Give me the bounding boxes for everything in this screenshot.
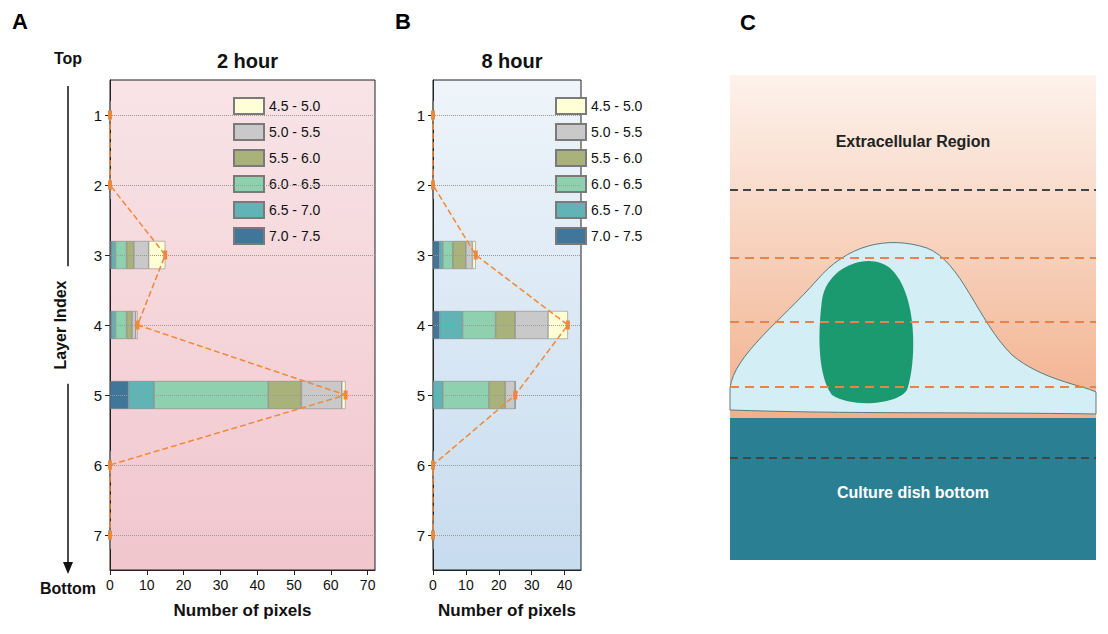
svg-text:2: 2 — [417, 177, 425, 194]
svg-text:0: 0 — [429, 577, 437, 593]
svg-text:1: 1 — [94, 107, 102, 124]
svg-text:0: 0 — [106, 577, 114, 593]
svg-text:20: 20 — [491, 577, 507, 593]
svg-text:5.5 - 6.0: 5.5 - 6.0 — [591, 150, 643, 166]
svg-text:60: 60 — [323, 577, 339, 593]
svg-text:7.0 - 7.5: 7.0 - 7.5 — [591, 228, 643, 244]
svg-text:Bottom: Bottom — [40, 580, 96, 597]
svg-text:70: 70 — [360, 577, 376, 593]
svg-text:6.5 - 7.0: 6.5 - 7.0 — [269, 202, 321, 218]
svg-text:Number of pixels: Number of pixels — [438, 601, 576, 620]
svg-text:6.0 - 6.5: 6.0 - 6.5 — [269, 176, 321, 192]
svg-text:Extracellular Region: Extracellular Region — [836, 133, 991, 150]
svg-text:30: 30 — [213, 577, 229, 593]
svg-text:2: 2 — [94, 177, 102, 194]
svg-text:Top: Top — [54, 50, 82, 67]
svg-text:6.0 - 6.5: 6.0 - 6.5 — [591, 176, 643, 192]
svg-text:6.5 - 7.0: 6.5 - 7.0 — [591, 202, 643, 218]
svg-text:6: 6 — [94, 457, 102, 474]
svg-text:Layer Index: Layer Index — [52, 280, 69, 369]
svg-text:A: A — [12, 9, 28, 34]
svg-text:Number of pixels: Number of pixels — [174, 601, 312, 620]
svg-text:5: 5 — [94, 387, 102, 404]
svg-text:20: 20 — [176, 577, 192, 593]
svg-text:5: 5 — [417, 387, 425, 404]
svg-text:40: 40 — [249, 577, 265, 593]
svg-text:Culture dish bottom: Culture dish bottom — [837, 484, 989, 501]
svg-text:7: 7 — [94, 527, 102, 544]
svg-text:5.5 - 6.0: 5.5 - 6.0 — [269, 150, 321, 166]
svg-text:7.0 - 7.5: 7.0 - 7.5 — [269, 228, 321, 244]
svg-text:4.5 - 5.0: 4.5 - 5.0 — [591, 98, 643, 114]
svg-text:3: 3 — [94, 247, 102, 264]
svg-text:10: 10 — [458, 577, 474, 593]
svg-text:4.5 - 5.0: 4.5 - 5.0 — [269, 98, 321, 114]
svg-text:30: 30 — [524, 577, 540, 593]
svg-text:B: B — [395, 9, 411, 34]
svg-text:6: 6 — [417, 457, 425, 474]
svg-text:2 hour: 2 hour — [217, 50, 278, 72]
svg-text:5.0 - 5.5: 5.0 - 5.5 — [591, 124, 643, 140]
svg-text:7: 7 — [417, 527, 425, 544]
svg-text:40: 40 — [557, 577, 573, 593]
svg-text:C: C — [740, 10, 756, 35]
svg-text:3: 3 — [417, 247, 425, 264]
svg-text:1: 1 — [417, 107, 425, 124]
svg-text:4: 4 — [417, 317, 425, 334]
svg-text:10: 10 — [139, 577, 155, 593]
svg-text:50: 50 — [286, 577, 302, 593]
svg-text:8 hour: 8 hour — [481, 50, 542, 72]
svg-text:4: 4 — [94, 317, 102, 334]
svg-text:5.0 - 5.5: 5.0 - 5.5 — [269, 124, 321, 140]
